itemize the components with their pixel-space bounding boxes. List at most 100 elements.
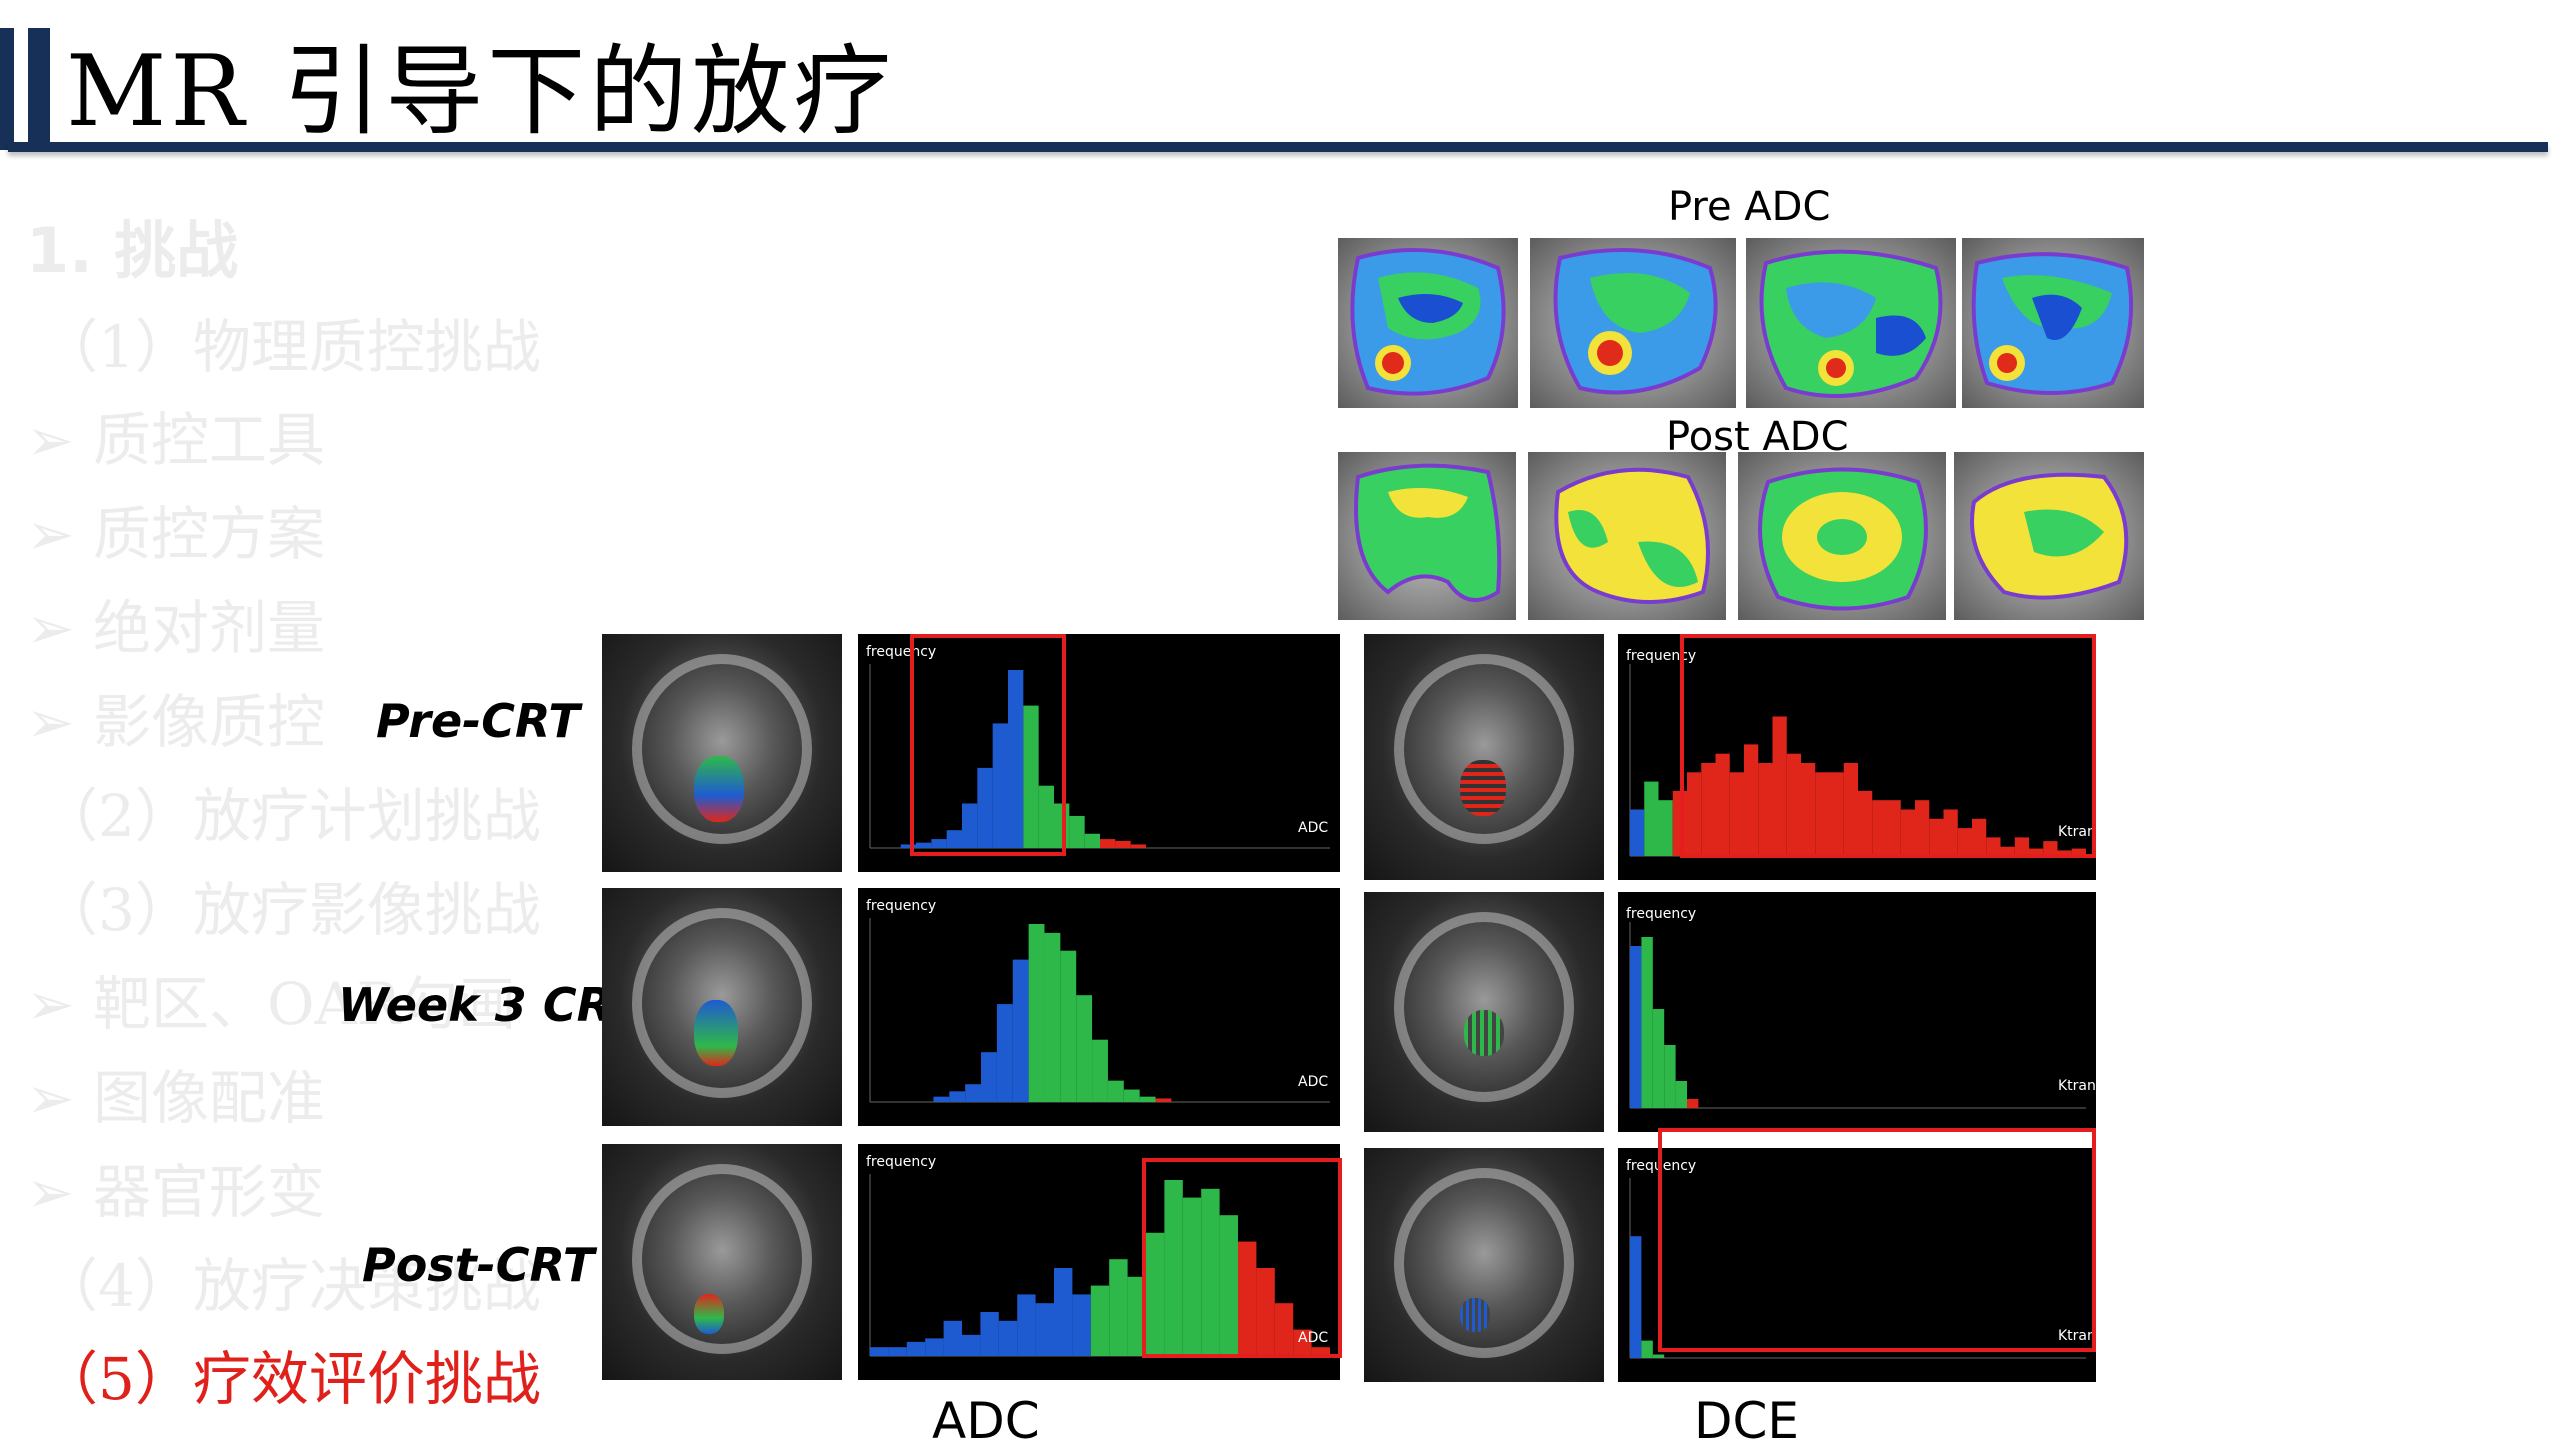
- outline-item: （3）放疗影像挑战: [40, 876, 541, 944]
- histogram-bar: [2057, 850, 2072, 856]
- histogram-bar: [1687, 1099, 1699, 1108]
- hist-xlabel: Ktrans: [2058, 1078, 2104, 1094]
- hist-ylabel: frequency: [866, 898, 937, 914]
- histogram-bar: [1123, 1089, 1140, 1102]
- histogram-bar: [998, 1320, 1018, 1356]
- histogram-bar: [1972, 818, 1987, 856]
- outline-item: ➢ 质控工具: [26, 406, 326, 474]
- histogram-bar: [1107, 1080, 1124, 1102]
- adc-histogram: frequency ADC: [858, 1144, 1340, 1380]
- histogram-bar: [1929, 818, 1944, 856]
- histogram-bar: [1044, 932, 1061, 1102]
- histogram-bar: [1072, 1294, 1091, 1356]
- histogram-bar: [870, 1347, 889, 1356]
- outline-item: （1）物理质控挑战: [40, 313, 541, 381]
- histogram-bar: [1139, 1096, 1156, 1102]
- histogram-bar: [1801, 763, 1816, 856]
- histogram-bar: [1630, 946, 1642, 1108]
- histogram-bar: [1630, 809, 1645, 856]
- histogram-bar: [1641, 1340, 1653, 1358]
- adc-map-image: [1530, 238, 1736, 408]
- adc-histogram: frequency ADC: [858, 634, 1340, 872]
- histogram-bar: [1182, 1197, 1202, 1356]
- histogram-bar: [946, 830, 962, 848]
- histogram-bar: [962, 803, 978, 848]
- histogram-bar: [1164, 1180, 1183, 1356]
- title-accent-bar: [28, 28, 50, 150]
- histogram-bar: [1715, 753, 1730, 856]
- adc-map-image: [1738, 452, 1946, 620]
- histogram-bar: [925, 1338, 944, 1356]
- dce-histogram: frequency Ktrans: [1618, 1148, 2103, 1382]
- histogram-bar: [1219, 1215, 1238, 1356]
- hist-ylabel: frequency: [1626, 648, 1697, 664]
- histogram-bar: [1109, 1259, 1128, 1356]
- hist-ylabel: frequency: [866, 644, 937, 660]
- hist-xlabel: ADC: [1298, 1330, 1329, 1346]
- histogram-bar: [1744, 744, 1759, 856]
- highlight-box: [1658, 1128, 2096, 1352]
- histogram-bar: [1090, 1285, 1110, 1356]
- histogram-bar: [1146, 1232, 1165, 1356]
- outline-item: ➢ 器官形变: [26, 1158, 326, 1226]
- histogram-bar: [1687, 772, 1702, 856]
- histogram-bar: [1652, 1354, 1665, 1358]
- histogram-bar: [931, 839, 947, 848]
- dce-histogram: frequency Ktrans: [1618, 892, 2103, 1132]
- outline-item: ➢ 图像配准: [26, 1064, 326, 1132]
- histogram-bar: [1201, 1188, 1220, 1356]
- histogram-bar: [992, 723, 1008, 848]
- hist-xlabel: Ktrans: [2058, 824, 2104, 840]
- row-label: Week 3 CRT: [338, 978, 642, 1032]
- histogram-bar: [1256, 1268, 1275, 1356]
- mri-image: [1364, 892, 1604, 1132]
- pre-adc-title: Pre ADC: [1668, 184, 1831, 230]
- hist-ylabel: frequency: [866, 1154, 937, 1170]
- histogram-bar: [1127, 1276, 1146, 1356]
- histogram-bar: [1115, 840, 1131, 848]
- histogram-bar: [981, 1052, 997, 1102]
- histogram-bar: [2071, 848, 2086, 856]
- hist-ylabel: frequency: [1626, 906, 1697, 922]
- histogram-bar: [1028, 924, 1045, 1102]
- hist-xlabel: ADC: [1298, 1074, 1329, 1090]
- histogram-bar: [949, 1091, 966, 1102]
- column-label-adc: ADC: [932, 1392, 1040, 1450]
- histogram-bar: [906, 1341, 926, 1356]
- histogram-bar: [1130, 844, 1146, 848]
- row-label: Pre-CRT: [376, 694, 580, 748]
- histogram-bar: [1943, 809, 1958, 856]
- histogram-bar: [933, 1096, 950, 1102]
- histogram-bar: [1701, 763, 1716, 856]
- histogram-bar: [1652, 1009, 1665, 1108]
- mri-image: [1364, 1148, 1604, 1382]
- histogram-bar: [943, 1320, 962, 1356]
- column-label-dce: DCE: [1694, 1392, 1800, 1450]
- histogram-bar: [1957, 828, 1972, 856]
- histogram-bar: [2000, 846, 2015, 856]
- histogram-bar: [1641, 937, 1653, 1108]
- histogram-bar: [1012, 959, 1029, 1102]
- histogram-bar: [1023, 705, 1039, 848]
- title-underline: [8, 142, 2548, 152]
- histogram-bar: [1758, 763, 1773, 856]
- histogram-bar: [1311, 1347, 1330, 1356]
- histogram-bar: [1786, 753, 1801, 856]
- histogram-bar: [1772, 716, 1787, 856]
- histogram-bar: [980, 1312, 999, 1356]
- histogram-bar: [1035, 1303, 1054, 1356]
- histogram-bar: [2029, 848, 2044, 856]
- histogram-bar: [977, 767, 993, 848]
- adc-map-image: [1338, 238, 1518, 408]
- histogram-bar: [1092, 1039, 1108, 1102]
- histogram-bar: [1675, 1081, 1687, 1108]
- histogram-bar: [1658, 800, 1673, 856]
- highlight-box: [1142, 1158, 1342, 1358]
- histogram-bar: [1644, 781, 1659, 856]
- hist-xlabel: ADC: [1298, 820, 1329, 836]
- histogram-bar: [1829, 772, 1844, 856]
- histogram-bar: [1843, 763, 1858, 856]
- histogram-bar: [1872, 800, 1887, 856]
- outline-item: ➢ 影像质控: [26, 688, 326, 756]
- outline-item: （2）放疗计划挑战: [40, 782, 541, 850]
